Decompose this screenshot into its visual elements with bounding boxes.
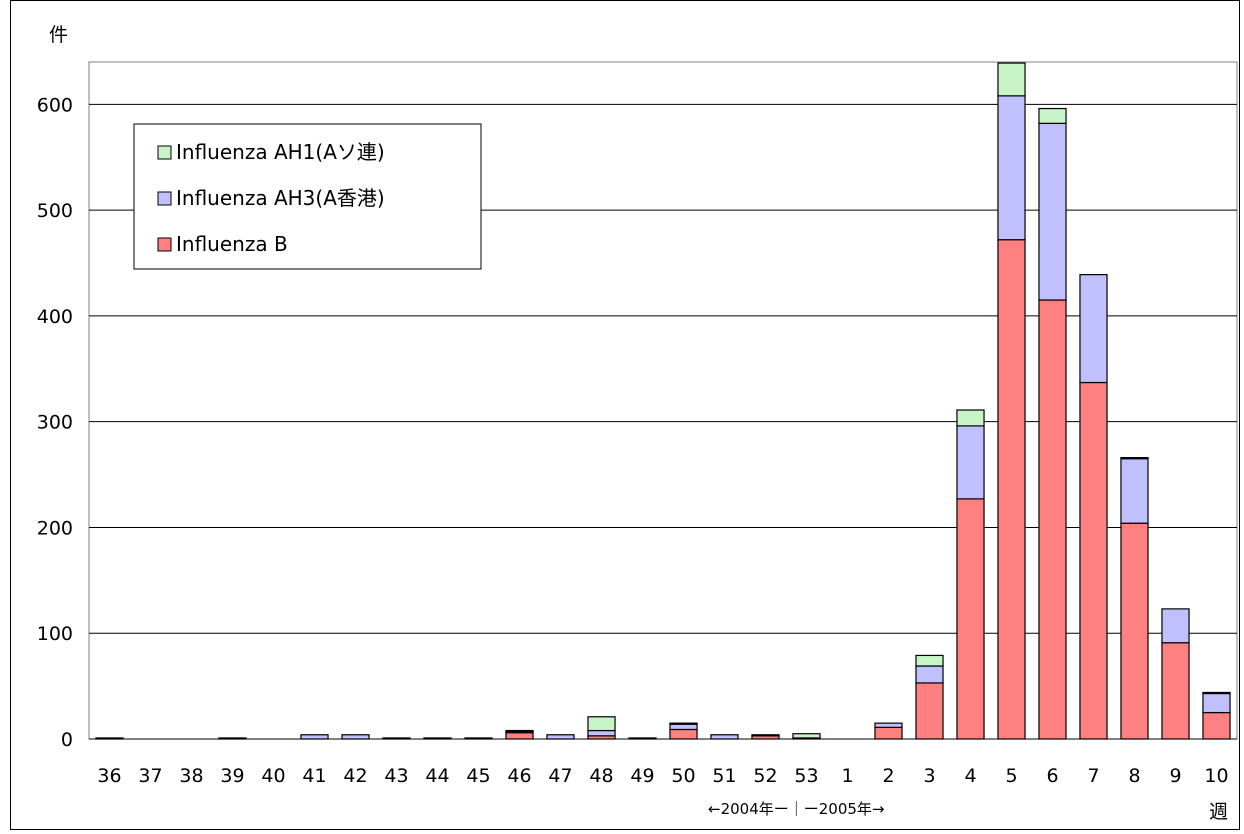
bars	[95, 62, 1231, 740]
legend-label: Influenza B	[176, 232, 288, 256]
bar-segment	[915, 654, 944, 667]
y-tick-label: 600	[37, 94, 73, 116]
bar-segment	[874, 722, 903, 728]
x-tick-label: 7	[1087, 765, 1099, 787]
x-tick-label: 48	[589, 765, 613, 787]
x-tick-label: 40	[261, 765, 285, 787]
x-tick-label: 9	[1169, 765, 1181, 787]
bar-segment	[1202, 692, 1231, 714]
bar-segment	[1038, 107, 1067, 124]
x-tick-label: 8	[1128, 765, 1140, 787]
y-tick-label: 500	[37, 200, 73, 222]
bar-segment	[915, 682, 944, 740]
bar-segment	[587, 716, 616, 732]
bar-segment	[1161, 642, 1190, 740]
x-tick-label: 43	[384, 765, 408, 787]
bar-segment	[874, 726, 903, 740]
x-tick-label: 1	[841, 765, 853, 787]
x-tick-label: 37	[138, 765, 162, 787]
bar-segment	[956, 409, 985, 427]
x-tick-label: 45	[466, 765, 490, 787]
legend-box	[133, 123, 482, 270]
legend-swatch	[157, 145, 172, 160]
bar-segment	[1038, 299, 1067, 740]
bar-segment	[792, 733, 821, 739]
bar-segment	[956, 425, 985, 500]
bar-segment	[997, 95, 1026, 241]
bar-segment	[1120, 457, 1149, 460]
x-unit-label: 週	[1209, 801, 1228, 823]
x-tick-label: 10	[1204, 765, 1228, 787]
x-tick-label: 6	[1046, 765, 1058, 787]
x-tick-label: 51	[712, 765, 736, 787]
y-axis-tick-labels: 0 100 200 300 400 500 600	[37, 94, 73, 751]
x-tick-label: 46	[507, 765, 531, 787]
y-tick-label: 300	[37, 412, 73, 434]
bar-segment	[669, 723, 698, 731]
legend-swatch	[157, 237, 172, 252]
legend-label: Influenza AH1(Aソ連)	[176, 140, 385, 164]
x-tick-label: 49	[630, 765, 654, 787]
bar-segment	[956, 498, 985, 740]
bar-segment	[1120, 458, 1149, 524]
bar-segment	[300, 734, 329, 740]
bar-segment	[505, 729, 534, 733]
bar-segment	[997, 62, 1026, 97]
x-tick-label: 44	[425, 765, 449, 787]
y-tick-label: 100	[37, 623, 73, 645]
y-tick-label: 0	[61, 729, 73, 751]
bar-segment	[915, 665, 944, 684]
bar-segment	[751, 734, 780, 737]
x-tick-label: 50	[671, 765, 695, 787]
bar-segment	[669, 722, 698, 725]
x-tick-label: 2	[882, 765, 894, 787]
y-unit-label: 件	[49, 24, 68, 46]
year-caption: ←2004年ー｜ー2005年→	[708, 800, 885, 818]
x-tick-label: 47	[548, 765, 572, 787]
bar-segment	[1202, 691, 1231, 695]
x-tick-label: 53	[794, 765, 818, 787]
bar-segment	[669, 728, 698, 740]
x-tick-label: 4	[964, 765, 976, 787]
bar-segment	[997, 239, 1026, 740]
y-tick-label: 400	[37, 306, 73, 328]
bar-segment	[1079, 381, 1108, 740]
x-tick-label: 39	[220, 765, 244, 787]
bar-segment	[1120, 522, 1149, 740]
bar-segment	[1079, 274, 1108, 384]
x-tick-label: 38	[179, 765, 203, 787]
bar-segment	[546, 734, 575, 740]
x-tick-label: 3	[923, 765, 935, 787]
x-tick-label: 42	[343, 765, 367, 787]
x-tick-label: 36	[97, 765, 121, 787]
bar-segment	[1202, 711, 1231, 740]
x-axis-tick-labels: 36 37 38 39 40 41 42 43 44 45 46 47 48 49 50 51 52 53 1 2 3 4…	[97, 765, 1228, 787]
legend-label: Influenza AH3(A香港)	[176, 186, 385, 210]
bar-segment	[587, 729, 616, 737]
x-tick-label: 41	[302, 765, 326, 787]
x-tick-label: 5	[1005, 765, 1017, 787]
bar-segment	[505, 732, 534, 740]
legend-swatch	[157, 191, 172, 206]
y-tick-label: 200	[37, 517, 73, 539]
bar-segment	[1161, 608, 1190, 644]
bar-segment	[1038, 122, 1067, 301]
chart-frame: 0 100 200 300 400 500 600 36 37 38 39 40 41 42 43 44 45…	[10, 0, 1240, 830]
bar-segment	[710, 734, 739, 740]
bar-segment	[341, 734, 370, 740]
x-tick-label: 52	[753, 765, 777, 787]
legend: Influenza AH1(Aソ連) Influenza AH3(A香港) Infl…	[133, 123, 482, 270]
